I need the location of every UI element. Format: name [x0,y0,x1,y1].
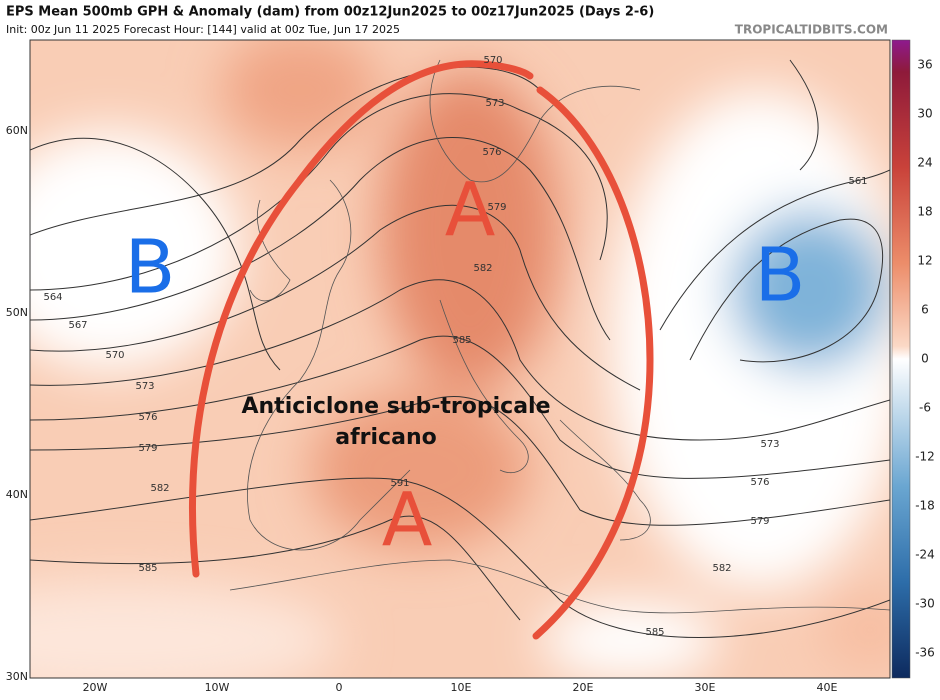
colorbar-label: 18 [917,205,932,219]
lon-label: 0 [336,681,343,694]
colorbar-label: 6 [921,303,929,317]
subtitle: Init: 00z Jun 11 2025 Forecast Hour: [14… [6,23,400,36]
lon-label: 10E [451,681,472,694]
lon-label: 40E [817,681,838,694]
contour-label: 573 [760,439,779,450]
contour-label: 564 [43,292,62,303]
contour-label: 570 [105,350,124,361]
low-label: B [755,233,806,319]
contour-label: 582 [712,563,731,574]
caption: africano [335,425,436,450]
contour-label: 579 [750,516,769,527]
colorbar-label: 24 [917,156,932,170]
contour-label: 585 [138,563,157,574]
low-label: B [125,225,176,311]
lon-label: 20E [573,681,594,694]
contour-label: 570 [483,55,502,66]
colorbar-label: -36 [915,646,935,660]
contour-label: 573 [485,98,504,109]
map-area: 570 573 576 579 582 585 591 564 567 570 … [30,40,890,678]
colorbar-labels: 36 30 24 18 12 6 0 -6 -12 -18 -24 -30 -36 [915,58,935,660]
site-name: TROPICALTIDBITS.COM [735,23,888,37]
lon-labels: 20W 10W 0 10E 20E 30E 40E [83,681,838,694]
lon-label: 20W [83,681,108,694]
title: EPS Mean 500mb GPH & Anomaly (dam) from … [6,5,654,20]
lat-label: 40N [6,488,28,501]
lon-label: 10W [205,681,230,694]
contour-labels: 570 573 576 579 582 585 591 564 567 570 … [43,55,867,638]
contour-label: 576 [138,412,157,423]
contour-label: 576 [482,147,501,158]
contour-label: 591 [390,478,409,489]
colorbar-label: -12 [915,450,935,464]
coastlines [229,59,890,614]
map-frame [29,39,891,679]
lat-label: 50N [6,306,28,319]
colorbar-label: 0 [921,352,929,366]
lat-label: 30N [6,670,28,683]
contour-label: 582 [150,483,169,494]
contour-label: 579 [138,443,157,454]
lon-label: 30E [695,681,716,694]
contour-label: 585 [452,335,471,346]
contour-label: 579 [487,202,506,213]
caption: Anticiclone sub-tropicale [241,394,550,419]
colorbar [891,39,911,679]
contour-label: 561 [848,176,867,187]
colorbar-label: -6 [919,401,931,415]
colorbar-label: 36 [917,58,932,72]
lat-labels: 60N 50N 40N 30N [6,124,28,683]
contour-label: 582 [473,263,492,274]
contours [30,59,890,638]
colorbar-label: 12 [917,254,932,268]
ridge-arcs [189,60,654,640]
colorbar-label: -18 [915,499,935,513]
high-label: A [445,168,496,254]
contour-label: 576 [750,477,769,488]
high-label: A [382,478,433,564]
contour-label: 585 [645,627,664,638]
contour-label: 573 [135,381,154,392]
lat-label: 60N [6,124,28,137]
colorbar-label: 30 [917,107,932,121]
colorbar-label: -24 [915,548,935,562]
colorbar-label: -30 [915,597,935,611]
contour-label: 567 [68,320,87,331]
